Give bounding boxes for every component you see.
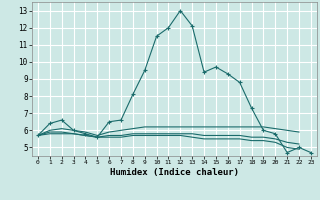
X-axis label: Humidex (Indice chaleur): Humidex (Indice chaleur) <box>110 168 239 177</box>
